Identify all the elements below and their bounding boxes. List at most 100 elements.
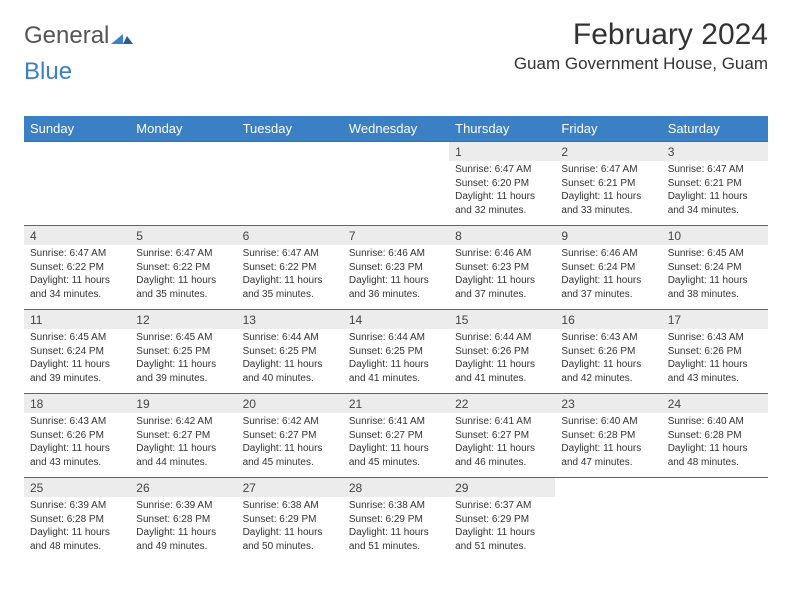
day-number: 7 — [343, 226, 449, 245]
calendar-empty-cell — [24, 142, 130, 226]
day-details: Sunrise: 6:40 AMSunset: 6:28 PMDaylight:… — [662, 413, 768, 473]
day-number: 10 — [662, 226, 768, 245]
day-details: Sunrise: 6:37 AMSunset: 6:29 PMDaylight:… — [449, 497, 555, 557]
calendar-row: 25Sunrise: 6:39 AMSunset: 6:28 PMDayligh… — [24, 478, 768, 562]
day-details: Sunrise: 6:44 AMSunset: 6:25 PMDaylight:… — [237, 329, 343, 389]
calendar-day-cell: 23Sunrise: 6:40 AMSunset: 6:28 PMDayligh… — [555, 394, 661, 478]
calendar-row: 4Sunrise: 6:47 AMSunset: 6:22 PMDaylight… — [24, 226, 768, 310]
day-number: 20 — [237, 394, 343, 413]
calendar-day-cell: 1Sunrise: 6:47 AMSunset: 6:20 PMDaylight… — [449, 142, 555, 226]
calendar-body: 1Sunrise: 6:47 AMSunset: 6:20 PMDaylight… — [24, 142, 768, 562]
calendar-table: Sunday Monday Tuesday Wednesday Thursday… — [24, 116, 768, 562]
calendar-day-cell: 24Sunrise: 6:40 AMSunset: 6:28 PMDayligh… — [662, 394, 768, 478]
day-details: Sunrise: 6:46 AMSunset: 6:23 PMDaylight:… — [449, 245, 555, 305]
calendar-day-cell: 13Sunrise: 6:44 AMSunset: 6:25 PMDayligh… — [237, 310, 343, 394]
day-details: Sunrise: 6:42 AMSunset: 6:27 PMDaylight:… — [130, 413, 236, 473]
calendar-day-cell: 17Sunrise: 6:43 AMSunset: 6:26 PMDayligh… — [662, 310, 768, 394]
day-number: 19 — [130, 394, 236, 413]
day-number: 4 — [24, 226, 130, 245]
day-number: 29 — [449, 478, 555, 497]
day-number: 6 — [237, 226, 343, 245]
calendar-day-cell: 25Sunrise: 6:39 AMSunset: 6:28 PMDayligh… — [24, 478, 130, 562]
calendar-empty-cell — [130, 142, 236, 226]
day-details: Sunrise: 6:39 AMSunset: 6:28 PMDaylight:… — [130, 497, 236, 557]
day-number: 2 — [555, 142, 661, 161]
calendar-day-cell: 4Sunrise: 6:47 AMSunset: 6:22 PMDaylight… — [24, 226, 130, 310]
calendar-day-cell: 27Sunrise: 6:38 AMSunset: 6:29 PMDayligh… — [237, 478, 343, 562]
day-details: Sunrise: 6:47 AMSunset: 6:22 PMDaylight:… — [130, 245, 236, 305]
calendar-empty-cell — [237, 142, 343, 226]
day-number: 15 — [449, 310, 555, 329]
calendar-day-cell: 9Sunrise: 6:46 AMSunset: 6:24 PMDaylight… — [555, 226, 661, 310]
day-number: 22 — [449, 394, 555, 413]
day-number: 11 — [24, 310, 130, 329]
calendar-day-cell: 12Sunrise: 6:45 AMSunset: 6:25 PMDayligh… — [130, 310, 236, 394]
day-number: 27 — [237, 478, 343, 497]
day-number: 1 — [449, 142, 555, 161]
month-title: February 2024 — [514, 18, 768, 52]
day-number: 13 — [237, 310, 343, 329]
day-details: Sunrise: 6:47 AMSunset: 6:21 PMDaylight:… — [662, 161, 768, 221]
day-number: 12 — [130, 310, 236, 329]
calendar-day-cell: 16Sunrise: 6:43 AMSunset: 6:26 PMDayligh… — [555, 310, 661, 394]
calendar-day-cell: 8Sunrise: 6:46 AMSunset: 6:23 PMDaylight… — [449, 226, 555, 310]
weekday-header-row: Sunday Monday Tuesday Wednesday Thursday… — [24, 116, 768, 142]
calendar-day-cell: 28Sunrise: 6:38 AMSunset: 6:29 PMDayligh… — [343, 478, 449, 562]
day-details: Sunrise: 6:46 AMSunset: 6:24 PMDaylight:… — [555, 245, 661, 305]
day-details: Sunrise: 6:44 AMSunset: 6:26 PMDaylight:… — [449, 329, 555, 389]
day-details: Sunrise: 6:47 AMSunset: 6:20 PMDaylight:… — [449, 161, 555, 221]
day-details: Sunrise: 6:41 AMSunset: 6:27 PMDaylight:… — [449, 413, 555, 473]
weekday-header: Sunday — [24, 116, 130, 142]
logo-icon — [111, 28, 133, 44]
weekday-header: Friday — [555, 116, 661, 142]
day-details: Sunrise: 6:38 AMSunset: 6:29 PMDaylight:… — [343, 497, 449, 557]
weekday-header: Wednesday — [343, 116, 449, 142]
calendar-day-cell: 22Sunrise: 6:41 AMSunset: 6:27 PMDayligh… — [449, 394, 555, 478]
weekday-header: Monday — [130, 116, 236, 142]
day-details: Sunrise: 6:45 AMSunset: 6:25 PMDaylight:… — [130, 329, 236, 389]
calendar-row: 1Sunrise: 6:47 AMSunset: 6:20 PMDaylight… — [24, 142, 768, 226]
day-details: Sunrise: 6:47 AMSunset: 6:21 PMDaylight:… — [555, 161, 661, 221]
day-details: Sunrise: 6:42 AMSunset: 6:27 PMDaylight:… — [237, 413, 343, 473]
day-number: 5 — [130, 226, 236, 245]
calendar-empty-cell — [343, 142, 449, 226]
day-details: Sunrise: 6:39 AMSunset: 6:28 PMDaylight:… — [24, 497, 130, 557]
weekday-header: Thursday — [449, 116, 555, 142]
day-number: 25 — [24, 478, 130, 497]
day-number: 24 — [662, 394, 768, 413]
calendar-day-cell: 6Sunrise: 6:47 AMSunset: 6:22 PMDaylight… — [237, 226, 343, 310]
day-details: Sunrise: 6:45 AMSunset: 6:24 PMDaylight:… — [662, 245, 768, 305]
day-number: 3 — [662, 142, 768, 161]
calendar-day-cell: 11Sunrise: 6:45 AMSunset: 6:24 PMDayligh… — [24, 310, 130, 394]
calendar-day-cell: 10Sunrise: 6:45 AMSunset: 6:24 PMDayligh… — [662, 226, 768, 310]
day-number: 16 — [555, 310, 661, 329]
calendar-day-cell: 19Sunrise: 6:42 AMSunset: 6:27 PMDayligh… — [130, 394, 236, 478]
calendar-day-cell: 2Sunrise: 6:47 AMSunset: 6:21 PMDaylight… — [555, 142, 661, 226]
logo-text-2: Blue — [24, 58, 768, 86]
calendar-day-cell: 3Sunrise: 6:47 AMSunset: 6:21 PMDaylight… — [662, 142, 768, 226]
calendar-row: 11Sunrise: 6:45 AMSunset: 6:24 PMDayligh… — [24, 310, 768, 394]
calendar-row: 18Sunrise: 6:43 AMSunset: 6:26 PMDayligh… — [24, 394, 768, 478]
day-number: 23 — [555, 394, 661, 413]
day-details: Sunrise: 6:44 AMSunset: 6:25 PMDaylight:… — [343, 329, 449, 389]
day-number: 18 — [24, 394, 130, 413]
day-details: Sunrise: 6:43 AMSunset: 6:26 PMDaylight:… — [24, 413, 130, 473]
day-number: 26 — [130, 478, 236, 497]
day-details: Sunrise: 6:38 AMSunset: 6:29 PMDaylight:… — [237, 497, 343, 557]
day-number: 9 — [555, 226, 661, 245]
calendar-empty-cell — [555, 478, 661, 562]
calendar-day-cell: 20Sunrise: 6:42 AMSunset: 6:27 PMDayligh… — [237, 394, 343, 478]
day-details: Sunrise: 6:41 AMSunset: 6:27 PMDaylight:… — [343, 413, 449, 473]
day-number: 28 — [343, 478, 449, 497]
day-details: Sunrise: 6:47 AMSunset: 6:22 PMDaylight:… — [237, 245, 343, 305]
calendar-day-cell: 18Sunrise: 6:43 AMSunset: 6:26 PMDayligh… — [24, 394, 130, 478]
weekday-header: Saturday — [662, 116, 768, 142]
calendar-day-cell: 14Sunrise: 6:44 AMSunset: 6:25 PMDayligh… — [343, 310, 449, 394]
calendar-day-cell: 7Sunrise: 6:46 AMSunset: 6:23 PMDaylight… — [343, 226, 449, 310]
day-details: Sunrise: 6:47 AMSunset: 6:22 PMDaylight:… — [24, 245, 130, 305]
calendar-empty-cell — [662, 478, 768, 562]
day-details: Sunrise: 6:43 AMSunset: 6:26 PMDaylight:… — [662, 329, 768, 389]
logo: General — [24, 22, 133, 50]
day-details: Sunrise: 6:40 AMSunset: 6:28 PMDaylight:… — [555, 413, 661, 473]
day-number: 21 — [343, 394, 449, 413]
